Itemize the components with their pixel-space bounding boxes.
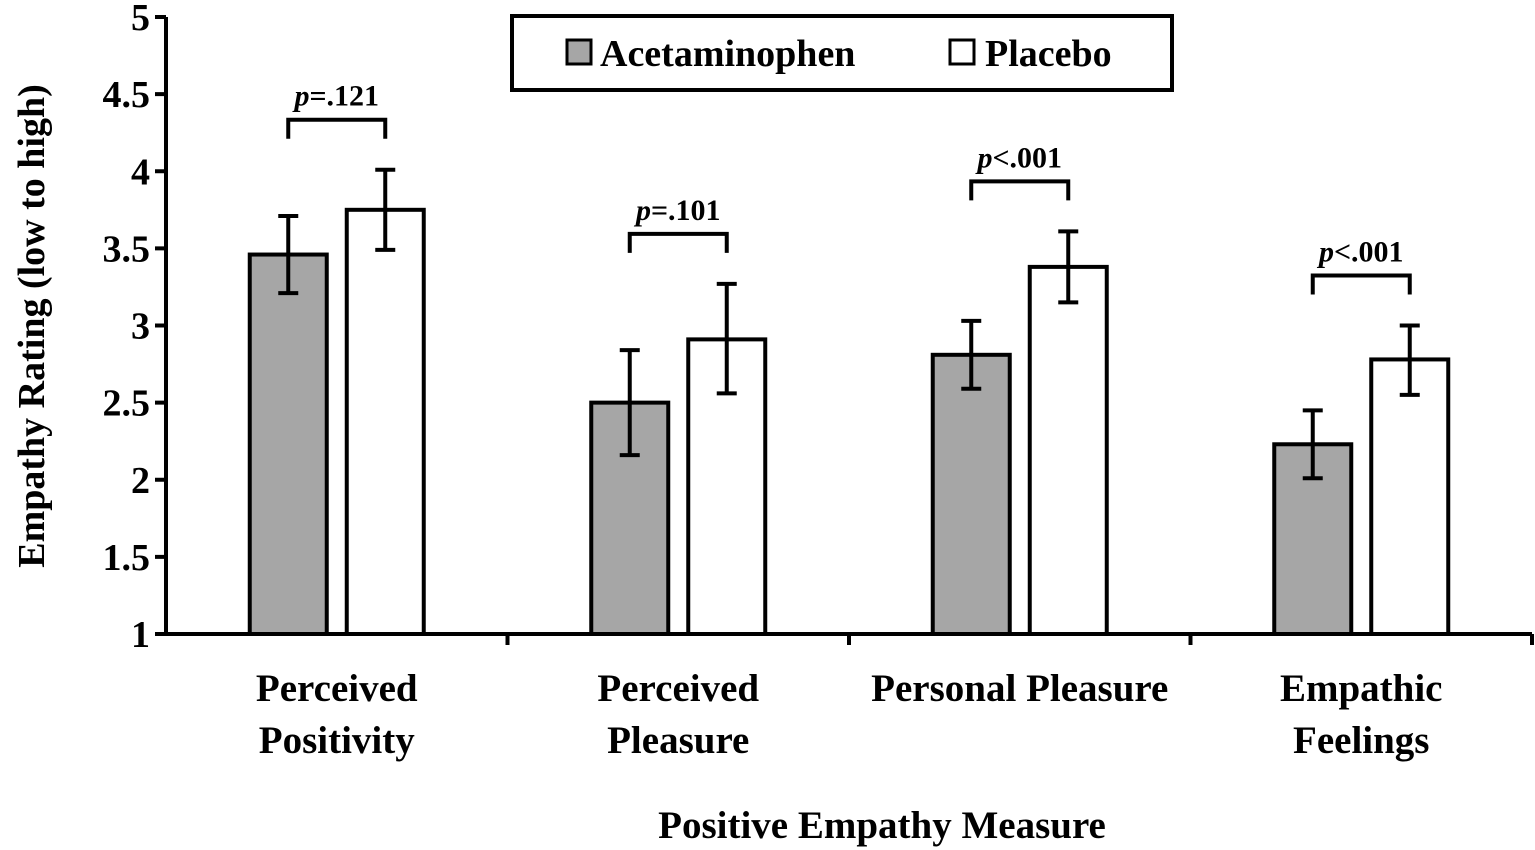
error-bar [1058,229,1079,305]
error-bar [375,167,396,252]
bars-layer [247,207,1451,636]
category-label: Feelings [1293,719,1429,762]
x-axis-label: Positive Empathy Measure [658,804,1106,847]
y-tick-label: 3 [131,306,150,348]
significance-bracket: p=.101 [627,194,729,253]
bar-acetaminophen [247,252,329,636]
significance-layer: p=.121 p=.101 p<.001 p<.001 [286,80,1412,295]
legend: Acetaminophen Placebo [510,14,1174,92]
category-label: Perceived [256,667,418,710]
category-label: Empathic [1280,667,1443,710]
bar-placebo [1027,264,1109,636]
category-label: Pleasure [607,719,749,762]
p-value-label: p=.101 [633,194,721,227]
error-bar [278,213,299,296]
bar-placebo [1369,357,1451,636]
category-label: Perceived [597,667,759,710]
y-tick-label: 4.5 [103,74,151,116]
p-value-label: p=.121 [291,80,379,113]
y-tick-label: 1 [131,614,150,656]
error-bars-layer [278,167,1420,481]
axes-layer: 1 1.5 2 2.5 3 3.5 4 4.5 5 Perceived Positivity Perc… [103,0,1534,762]
p-value-label: p<.001 [974,141,1062,174]
y-tick-label: 5 [131,0,150,39]
y-tick-label: 2 [131,460,150,502]
bar-acetaminophen [930,352,1012,636]
p-value-label: p<.001 [1316,236,1404,269]
legend-label-placebo: Placebo [985,33,1112,75]
y-tick-label: 2.5 [103,383,151,425]
error-bar [716,281,737,396]
significance-bracket: p<.001 [969,141,1071,201]
y-tick-label: 4 [131,151,150,193]
error-bar [961,318,982,391]
error-bar [1302,408,1323,481]
y-axis-label: Empathy Rating (low to high) [11,84,53,568]
legend-swatch-acetaminophen [565,38,593,66]
bar-placebo [344,207,426,636]
legend-swatch-placebo [948,38,976,66]
category-label: Positivity [259,719,415,762]
legend-label-acetaminophen: Acetaminophen [600,33,855,75]
category-label: Personal Pleasure [871,667,1168,710]
y-tick-label: 3.5 [103,228,151,270]
significance-bracket: p=.121 [286,80,388,139]
y-tick-label: 1.5 [103,537,151,579]
error-bar [619,348,640,458]
error-bar [1399,323,1420,397]
significance-bracket: p<.001 [1310,236,1412,295]
legend-box [510,14,1174,92]
